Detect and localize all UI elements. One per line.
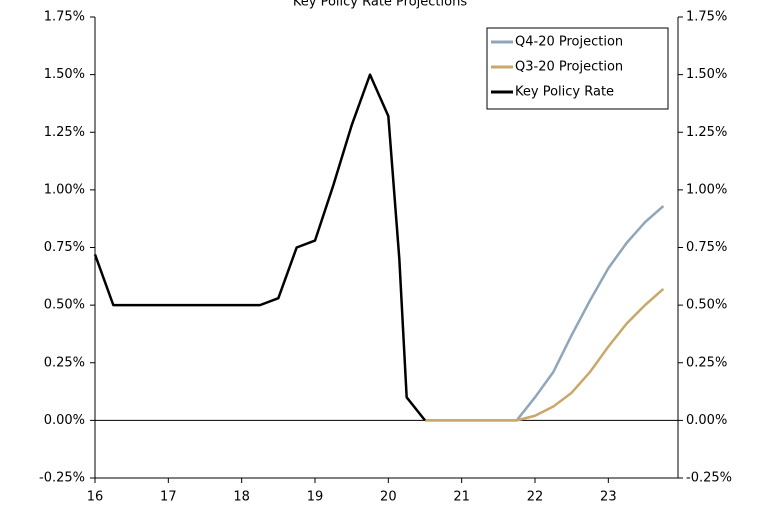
- y2-tick-label: 0.25%: [686, 355, 727, 370]
- x-tick-label: 22: [527, 490, 544, 505]
- y-tick-label: 1.00%: [44, 182, 85, 197]
- y-tick-label: 1.75%: [44, 10, 85, 25]
- y2-tick-label: 1.00%: [686, 182, 727, 197]
- y-tick-label: 0.75%: [44, 240, 85, 255]
- y2-tick-label: 0.50%: [686, 298, 727, 313]
- y-tick-label: 0.25%: [44, 355, 85, 370]
- y2-tick-label: -0.25%: [686, 471, 732, 486]
- y2-tick-label: 1.25%: [686, 125, 727, 140]
- x-tick-label: 17: [160, 490, 177, 505]
- line-series: [93, 73, 426, 422]
- legend-label: Q3-20 Projection: [515, 60, 623, 75]
- y2-tick-label: 0.75%: [686, 240, 727, 255]
- legend-label: Q4-20 Projection: [515, 35, 623, 50]
- y2-tick-label: 1.75%: [686, 10, 727, 25]
- y-tick-label: 0.00%: [44, 413, 85, 428]
- y-tick-label: 0.50%: [44, 298, 85, 313]
- x-tick-label: 19: [307, 490, 324, 505]
- y-tick-label: 1.25%: [44, 125, 85, 140]
- line-series: [425, 288, 665, 422]
- legend-box: [486, 27, 669, 110]
- y-tick-label: -0.25%: [39, 471, 85, 486]
- x-tick-label: 16: [87, 490, 104, 505]
- chart-title: Key Policy Rate Projections: [293, 0, 467, 10]
- x-tick-label: 23: [600, 490, 617, 505]
- y2-tick-label: 0.00%: [686, 413, 727, 428]
- y2-tick-label: 1.50%: [686, 67, 727, 82]
- x-tick-label: 21: [453, 490, 470, 505]
- x-tick-label: 18: [233, 490, 250, 505]
- line-series: [425, 205, 665, 422]
- x-tick-label: 20: [380, 490, 397, 505]
- y-tick-label: 1.50%: [44, 67, 85, 82]
- legend-label: Key Policy Rate: [515, 85, 614, 100]
